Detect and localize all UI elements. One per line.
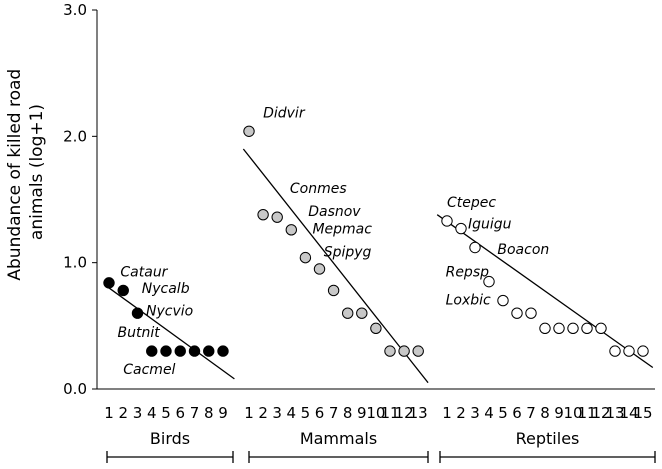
x-tick-label: 3	[272, 404, 282, 422]
x-tick-label: 1	[442, 404, 452, 422]
data-point	[104, 278, 114, 288]
data-point	[568, 323, 578, 333]
data-point	[554, 323, 564, 333]
x-tick-label: 9	[357, 404, 367, 422]
species-groups: 1 2 3 4 5 6 7 8 9CataurNycalbNycvioButnitCacmelB…	[104, 105, 655, 463]
species-label: Mepmac	[312, 222, 372, 238]
x-tick-label: 2	[118, 404, 128, 422]
species-label: Cacmel	[123, 362, 175, 378]
data-point	[498, 295, 508, 305]
x-tick-label: 13	[409, 404, 428, 422]
data-point	[147, 346, 157, 356]
x-tick-label: 4	[484, 404, 494, 422]
data-point	[244, 126, 254, 136]
data-point	[624, 346, 634, 356]
y-axis-label-line-1: Abundance of killed road	[5, 69, 25, 281]
x-tick-label: 9	[554, 404, 564, 422]
data-point	[638, 346, 648, 356]
data-point	[343, 308, 353, 318]
x-tick-label: 6	[512, 404, 522, 422]
x-tick-label: 3	[133, 404, 143, 422]
data-point	[189, 346, 199, 356]
data-point	[399, 346, 409, 356]
species-label: Conmes	[290, 181, 347, 197]
x-tick-label: 8	[204, 404, 214, 422]
x-tick-label: 8	[540, 404, 550, 422]
data-point	[596, 323, 606, 333]
data-point	[272, 212, 282, 222]
x-tick-label: 4	[147, 404, 157, 422]
group-label: Reptiles	[516, 429, 580, 448]
data-point	[512, 308, 522, 318]
species-label: Dasnov	[308, 204, 361, 220]
y-axis-ticks: 0.0 1.0 2.0 3.0	[63, 1, 97, 398]
data-point	[300, 252, 310, 262]
data-point	[175, 346, 185, 356]
species-label: Nycvio	[146, 304, 193, 320]
x-tick-label: 6	[315, 404, 325, 422]
group-label: Mammals	[300, 429, 377, 448]
data-point	[456, 223, 466, 233]
data-point	[526, 308, 536, 318]
species-label: Boacon	[497, 242, 549, 258]
x-tick-label: 4	[287, 404, 297, 422]
data-point	[385, 346, 395, 356]
group-label: Birds	[150, 429, 190, 448]
x-tick-label: 15	[633, 404, 652, 422]
x-tick-label: 1	[104, 404, 114, 422]
data-point	[204, 346, 214, 356]
x-tick-label: 1	[244, 404, 254, 422]
y-axis-label-line-2: animals (log+1)	[27, 104, 47, 240]
species-label: Loxbic	[446, 292, 491, 308]
species-label: Iguigu	[468, 217, 512, 233]
data-point	[286, 225, 296, 235]
species-label: Spipyg	[324, 244, 372, 260]
y-axis-label: Abundance of killed road animals (log+1)	[5, 63, 47, 280]
trend-line	[437, 215, 653, 368]
data-point	[328, 285, 338, 295]
species-label: Butnit	[118, 325, 161, 341]
species-label: Cataur	[120, 265, 168, 281]
data-point	[218, 346, 228, 356]
data-point	[357, 308, 367, 318]
data-point	[258, 209, 268, 219]
y-tick-label: 2.0	[63, 127, 87, 145]
data-point	[161, 346, 171, 356]
y-tick-label: 0.0	[63, 380, 87, 398]
x-tick-label: 2	[456, 404, 466, 422]
x-tick-label: 7	[190, 404, 200, 422]
data-point	[413, 346, 423, 356]
species-label: Nycalb	[142, 281, 190, 297]
data-point	[442, 216, 452, 226]
x-tick-label: 3	[470, 404, 480, 422]
data-point	[132, 308, 142, 318]
species-label: Ctepec	[447, 195, 496, 211]
x-tick-label: 5	[161, 404, 171, 422]
x-tick-label: 5	[301, 404, 311, 422]
data-point	[314, 264, 324, 274]
rank-abundance-chart: 0.0 1.0 2.0 3.0 Abundance of killed road an…	[0, 0, 662, 469]
x-tick-label: 8	[343, 404, 353, 422]
group-reptiles: 1 2 3 4 5 6 7 8 9 101112131415CtepecIguiguBoaconR…	[437, 195, 655, 463]
data-point	[540, 323, 550, 333]
y-tick-label: 1.0	[63, 254, 87, 272]
data-point	[371, 323, 381, 333]
data-point	[582, 323, 592, 333]
x-tick-label: 7	[526, 404, 536, 422]
species-label: Didvir	[263, 105, 306, 121]
species-label: Repsp	[446, 265, 490, 281]
data-point	[610, 346, 620, 356]
x-tick-label: 7	[329, 404, 339, 422]
data-point	[470, 242, 480, 252]
x-tick-label: 5	[498, 404, 508, 422]
x-tick-label: 9	[218, 404, 228, 422]
y-tick-label: 3.0	[63, 1, 87, 19]
data-point	[118, 285, 128, 295]
x-tick-label: 6	[175, 404, 185, 422]
group-mammals: 1 2 3 4 5 6 7 8 9 10111213DidvirConmesDasnovMepma…	[243, 105, 428, 463]
x-tick-label: 2	[258, 404, 268, 422]
